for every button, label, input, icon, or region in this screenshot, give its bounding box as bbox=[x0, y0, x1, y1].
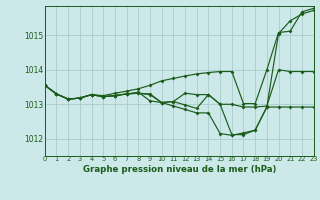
X-axis label: Graphe pression niveau de la mer (hPa): Graphe pression niveau de la mer (hPa) bbox=[83, 165, 276, 174]
